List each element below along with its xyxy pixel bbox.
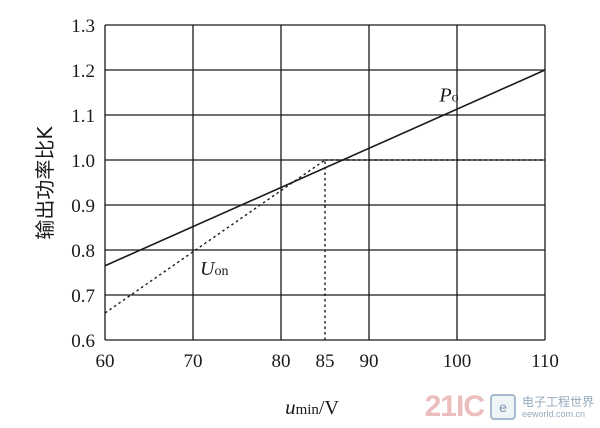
y-tick-label: 0.7	[71, 286, 95, 307]
x-tick-label: 85	[316, 351, 335, 372]
annotations: Po Uon	[200, 85, 459, 280]
y-tick-label: 0.9	[71, 196, 95, 217]
watermark: 21IC e 电子工程世界 eeworld.com.cn	[425, 390, 594, 424]
x-tick-label: 100	[443, 351, 472, 372]
x-tick-label: 70	[184, 351, 203, 372]
x-tick-label: 80	[272, 351, 291, 372]
grid	[104, 24, 546, 341]
watermark-number: 21IC	[424, 390, 485, 423]
y-axis-label: 输出功率比K	[33, 126, 57, 240]
x-axis-label-unit: /V	[319, 397, 340, 419]
watermark-logo-icon: e	[489, 394, 516, 420]
y-tick-label: 1.0	[71, 151, 95, 172]
watermark-site-name: 电子工程世界	[521, 394, 594, 409]
series-line-uon	[104, 159, 326, 314]
series-group	[104, 69, 546, 340]
y-tick-label: 1.2	[71, 61, 95, 82]
watermark-text: 电子工程世界 eeworld.com.cn	[522, 396, 594, 419]
tick-labels: 60 70 80 85 90 100 110 0.6 0.7 0.8 0.9 1.0 1.1 1.2 1.3	[71, 16, 559, 372]
x-axis-label-main: u	[285, 395, 296, 419]
y-tick-label: 1.3	[71, 16, 95, 37]
annotation-po: Po	[438, 85, 458, 107]
y-tick-label: 1.1	[71, 106, 95, 127]
y-tick-label: 0.8	[71, 241, 95, 262]
annotation-uon: Uon	[200, 258, 228, 280]
x-tick-label: 60	[96, 351, 115, 372]
x-axis-label-sub: min	[296, 402, 320, 418]
y-tick-label: 0.6	[71, 331, 95, 352]
x-tick-label: 90	[360, 351, 379, 372]
x-tick-label: 110	[531, 351, 559, 372]
x-axis-label: umin/V	[285, 395, 339, 419]
watermark-url: eeworld.com.cn	[521, 408, 586, 419]
